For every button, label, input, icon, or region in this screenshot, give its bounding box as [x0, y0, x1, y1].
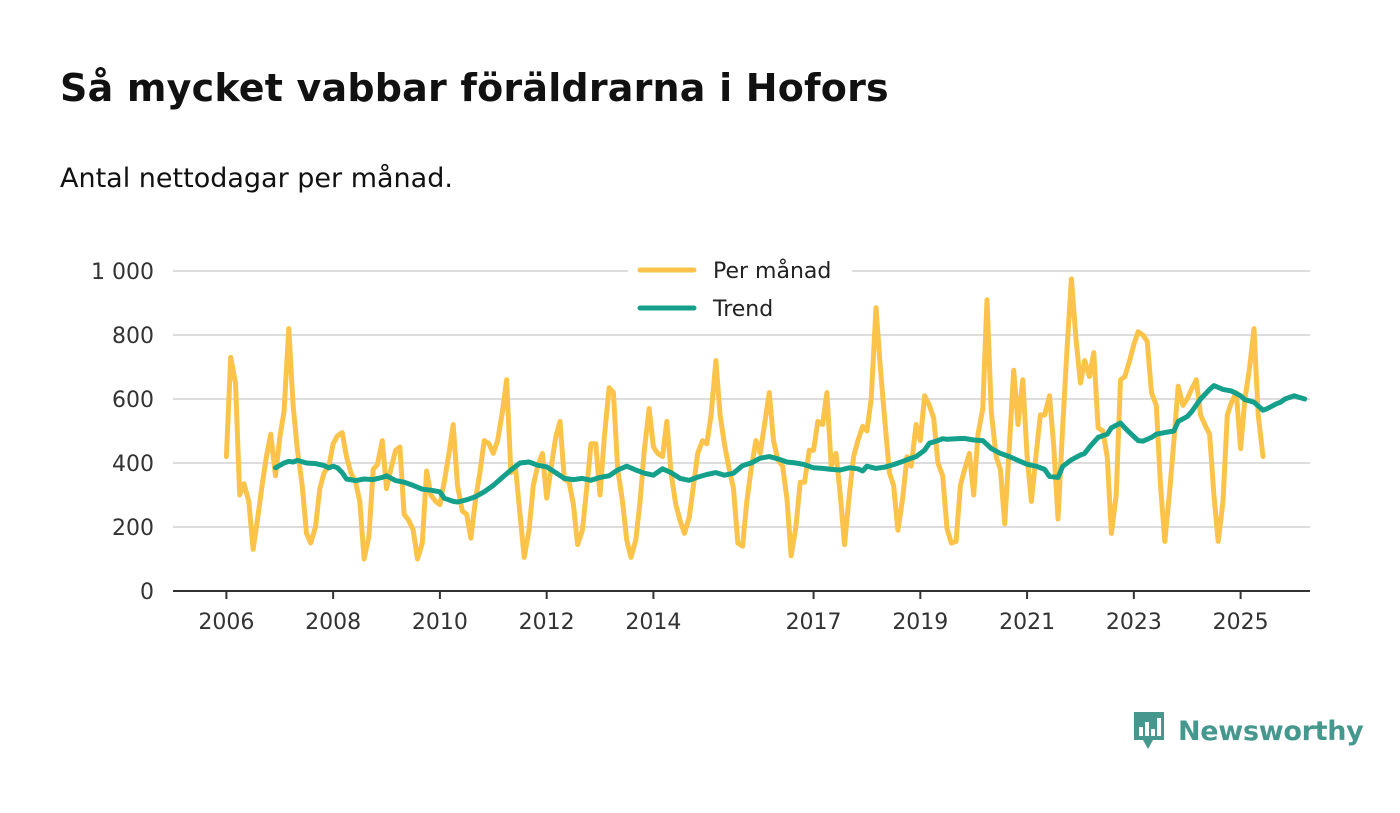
y-tick-label: 400: [112, 452, 154, 477]
series-line-trend: [273, 383, 1308, 505]
x-tick-label: 2021: [999, 610, 1055, 635]
x-axis-ticks: 2006 2008 2010 2012 2014 2017 2019 2021 2023 2025: [173, 590, 1310, 635]
x-tick-label: 2012: [519, 610, 575, 635]
x-tick-label: 2019: [892, 610, 948, 635]
y-tick-label: 600: [112, 388, 154, 413]
newsworthy-logo: Newsworthy: [1132, 710, 1364, 752]
legend-label: Per månad: [713, 258, 831, 284]
y-tick-label: 200: [112, 516, 154, 541]
y-tick-label: 1 000: [91, 260, 154, 285]
y-tick-label: 0: [140, 580, 154, 605]
x-tick-label: 2017: [786, 610, 842, 635]
x-tick-label: 2008: [305, 610, 361, 635]
x-tick-label: 2025: [1213, 610, 1269, 635]
series-line-per-manad: [223, 276, 1266, 562]
bar-chart-icon: [1134, 712, 1164, 749]
x-tick-label: 2014: [625, 610, 681, 635]
x-tick-label: 2010: [412, 610, 468, 635]
y-tick-label: 800: [112, 324, 154, 349]
chart-title: Så mycket vabbar föräldrarna i Hofors: [60, 66, 889, 110]
legend-label: Trend: [712, 297, 773, 322]
legend: Per månad Trend: [628, 256, 852, 328]
x-tick-label: 2023: [1106, 610, 1162, 635]
brand-name: Newsworthy: [1178, 715, 1364, 747]
x-tick-label: 2006: [198, 610, 254, 635]
chart-subtitle: Antal nettodagar per månad.: [60, 163, 453, 194]
y-axis-ticks: 0 200 400 600 800 1 000: [91, 260, 154, 605]
series-lines: [223, 276, 1308, 562]
